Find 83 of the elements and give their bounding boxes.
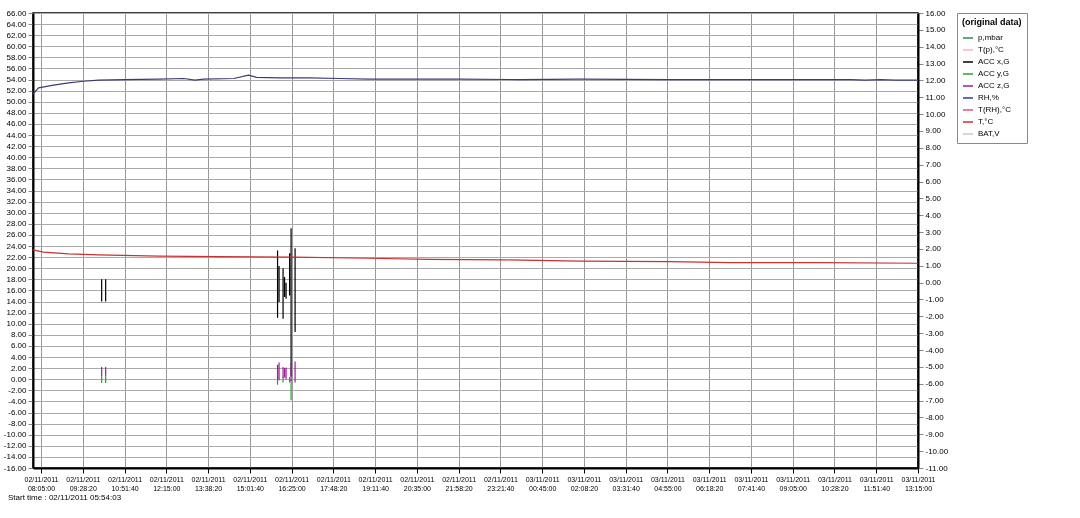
y2-tick-label: 16.00 [925,8,947,18]
y-tick-label: 22.00 [6,252,28,262]
y-tick-label: 18.00 [6,274,28,284]
y2-tick-label: 2.00 [925,244,942,254]
text: Start time : 02/11/2011 05:54:03 [8,493,122,502]
y-tick-label: 44.00 [6,130,28,140]
legend-label: p,mbar [978,33,1004,42]
y2-tick-label: 3.00 [925,227,942,237]
y-tick-label: 38.00 [6,163,28,173]
y-tick-label: 50.00 [6,97,28,107]
legend-label: ACC x,G [978,57,1010,66]
y-tick-label: -12.00 [3,441,28,451]
y-tick-label: -14.00 [3,452,28,462]
y-tick-label: 64.00 [6,19,28,29]
y2-tick-label: 13.00 [925,59,947,69]
legend-label: RH,% [978,93,999,102]
y-tick-label: -2.00 [8,385,28,395]
legend-label: T(p),°C [978,45,1005,54]
line-series [32,249,919,264]
y2-tick-label: -9.00 [925,429,945,439]
y2-tick-label: -1.00 [925,294,945,304]
y2-tick-label: 10.00 [925,109,947,119]
y2-tick-label: 14.00 [925,42,947,52]
y2-tick-label: 6.00 [925,177,942,187]
y-tick-label: 42.00 [6,141,28,151]
y-tick-label: 20.00 [6,263,28,273]
y-tick-label: 66.00 [6,8,28,18]
y-tick-label: 36.00 [6,174,28,184]
y-tick-label: -10.00 [3,430,28,440]
y-tick-label: -4.00 [8,396,28,406]
y-tick-label: 56.00 [6,63,28,73]
y2-tick-label: -2.00 [925,311,945,321]
y-tick-label: 16.00 [6,285,28,295]
y-tick-label: 12.00 [6,308,28,318]
y-tick-label: 26.00 [6,230,28,240]
y2-tick-label: -3.00 [925,328,945,338]
y-tick-label: 62.00 [6,30,28,40]
y2-tick-label: 11.00 [925,92,946,102]
y2-tick-label: 9.00 [925,126,942,136]
y-tick-label: 48.00 [6,108,28,118]
y-tick-label: 8.00 [10,330,28,340]
y2-tick-label: -11.00 [925,463,949,473]
line-series [32,74,919,95]
y-tick-label: 14.00 [6,297,28,307]
y-tick-label: -16.00 [3,463,28,473]
y2-tick-label: 15.00 [925,25,947,35]
y2-tick-label: -8.00 [925,412,945,422]
y-tick-label: 6.00 [10,341,28,351]
legend-label: ACC z,G [978,81,1010,90]
y-tick-label: 46.00 [6,119,28,129]
y-tick-label: -6.00 [8,408,28,418]
y2-tick-label: -6.00 [925,379,945,389]
y-tick-label: 58.00 [6,52,28,62]
y-tick-label: 24.00 [6,241,28,251]
legend-label: ACC y,G [978,69,1009,78]
y2-tick-label: 5.00 [925,193,942,203]
y2-tick-label: -4.00 [925,345,945,355]
y2-tick-label: 12.00 [925,75,947,85]
y-tick-label: 40.00 [6,152,28,162]
y2-tick-label: 8.00 [925,143,942,153]
legend-title: (original data) [962,17,1022,27]
y-tick-label: 54.00 [6,75,28,85]
y-tick-label: 52.00 [6,86,28,96]
y-tick-label: 34.00 [6,186,28,196]
y-tick-label: 60.00 [6,41,28,51]
y2-tick-label: 4.00 [925,210,942,220]
y2-tick-label: 1.00 [925,261,942,271]
y2-tick-label: 0.00 [925,278,942,288]
y-tick-label: 10.00 [6,319,28,329]
y2-tick-label: -5.00 [925,362,945,372]
y-tick-label: 30.00 [6,208,28,218]
legend-label: T(RH),°C [978,105,1012,114]
y-tick-label: -8.00 [8,419,28,429]
y-tick-label: 2.00 [10,363,28,373]
y2-tick-label: -10.00 [925,446,949,456]
y-tick-label: 4.00 [10,352,28,362]
y2-tick-label: 7.00 [925,160,942,170]
y2-tick-label: -7.00 [925,396,945,406]
legend-label: BAT,V [978,129,1001,138]
legend-label: T,°C [978,117,994,126]
y-tick-label: 0.00 [10,374,28,384]
y-tick-label: 32.00 [6,197,28,207]
y-tick-label: 28.00 [6,219,28,229]
